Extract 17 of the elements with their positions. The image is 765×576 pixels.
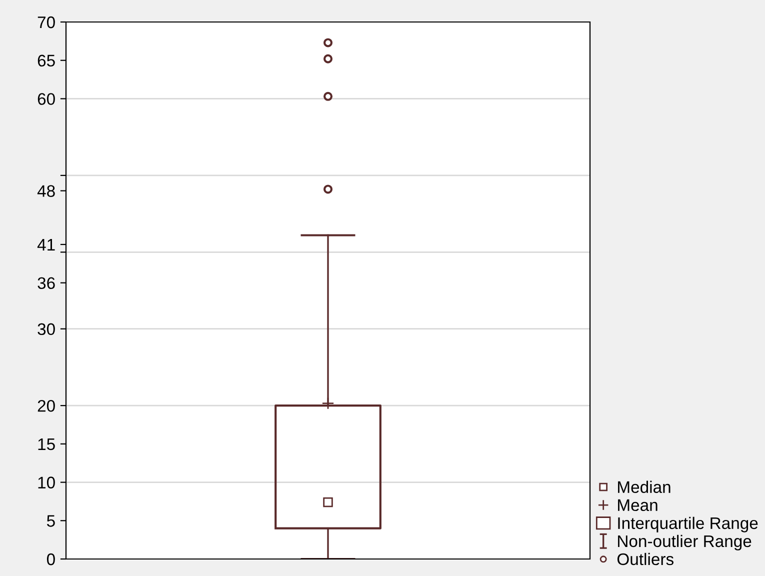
- text: Interquartile Range: [618, 516, 758, 532]
- y-tick-label: 60: [38, 93, 55, 105]
- y-tick-label: 15: [38, 438, 55, 450]
- y-tick-label: 30: [38, 323, 55, 336]
- y-tick-label: 20: [38, 400, 55, 412]
- y-tick-label: 48: [37, 185, 55, 197]
- y-tick-label: 70: [38, 16, 55, 28]
- y-tick-label: 5: [46, 515, 55, 527]
- y-tick-label: 10: [38, 476, 55, 488]
- y-tick-label: 36: [38, 277, 55, 290]
- text: Non-outlier Range: [618, 534, 752, 550]
- text: Median: [618, 480, 670, 494]
- y-tick-label: 41: [37, 239, 55, 251]
- y-tick-label: 0: [46, 553, 55, 566]
- text: Mean: [618, 499, 658, 512]
- y-tick-label: 65: [38, 54, 55, 67]
- text: Outliers: [617, 552, 674, 566]
